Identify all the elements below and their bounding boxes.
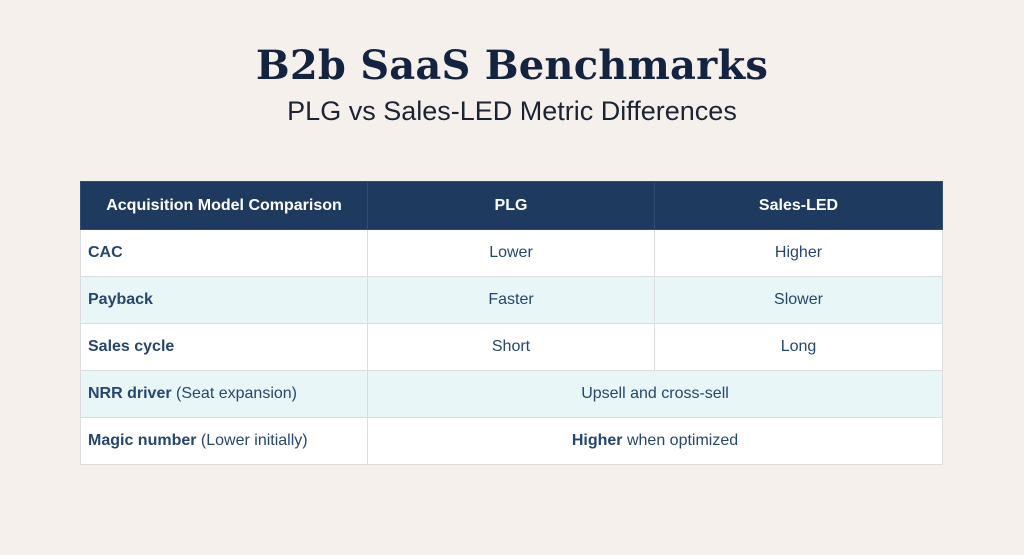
- sales-led-cell: Long: [654, 323, 943, 371]
- row-label-cell: Sales cycle: [80, 323, 368, 371]
- table-row: CAC Lower Higher: [80, 229, 943, 277]
- plg-cell: Lower: [367, 229, 655, 277]
- table-row: Payback Faster Slower: [80, 276, 943, 324]
- row-label: Payback: [88, 291, 153, 308]
- header-sales-led: Sales-LED: [654, 181, 943, 230]
- header-acquisition-model: Acquisition Model Comparison: [80, 181, 368, 230]
- page-title: B2b SaaS Benchmarks: [255, 42, 769, 89]
- sales-led-cell: Higher: [654, 229, 943, 277]
- merged-value-cell: Higher when optimized: [367, 417, 943, 465]
- sales-led-cell: Slower: [654, 276, 943, 324]
- plg-cell: Short: [367, 323, 655, 371]
- row-label-cell: NRR driver (Seat expansion): [80, 370, 368, 418]
- header-plg: PLG: [367, 181, 655, 230]
- row-label-cell: CAC: [80, 229, 368, 277]
- table-row: Magic number (Lower initially) Higher wh…: [80, 417, 943, 465]
- row-note: (Seat expansion): [176, 385, 297, 402]
- plg-cell: Faster: [367, 276, 655, 324]
- row-note: (Lower initially): [200, 432, 308, 449]
- merged-value-cell: Upsell and cross-sell: [367, 370, 943, 418]
- table-row: NRR driver (Seat expansion) Upsell and c…: [80, 370, 943, 418]
- page-subtitle: PLG vs Sales-LED Metric Differences: [287, 96, 737, 126]
- table-header-row: Acquisition Model Comparison PLG Sales-L…: [80, 181, 943, 230]
- row-label: NRR driver: [88, 385, 172, 402]
- row-label: Magic number: [88, 432, 197, 449]
- merged-value-emphasis: Higher: [571, 432, 623, 449]
- row-label-cell: Magic number (Lower initially): [80, 417, 368, 465]
- comparison-table: Acquisition Model Comparison PLG Sales-L…: [80, 181, 943, 465]
- merged-value-text: when optimized: [626, 432, 739, 449]
- row-label: CAC: [88, 244, 123, 261]
- table-row: Sales cycle Short Long: [80, 323, 943, 371]
- row-label-cell: Payback: [80, 276, 368, 324]
- row-label: Sales cycle: [88, 338, 175, 355]
